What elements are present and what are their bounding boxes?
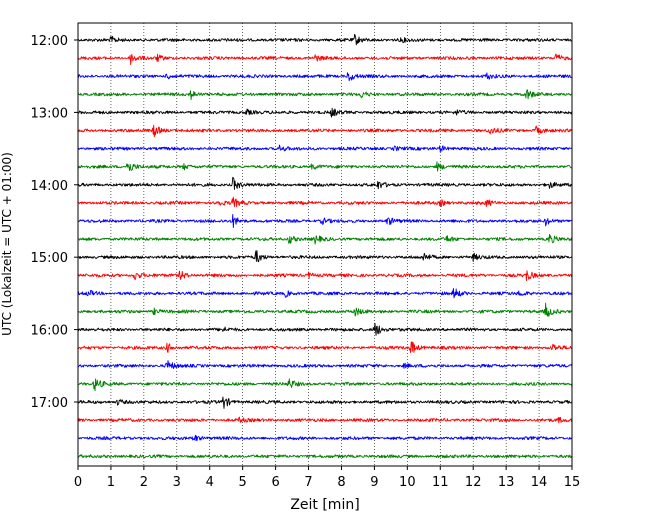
seismic-trace (77, 454, 573, 459)
x-tick-label: 1 (107, 475, 115, 490)
seismic-trace (77, 53, 573, 66)
plot-frame (77, 22, 573, 467)
y-tick-label: 14:00 (31, 179, 68, 194)
y-tick-label: 12:00 (31, 34, 68, 49)
seismic-trace (77, 302, 573, 317)
x-tick-label: 7 (304, 475, 312, 490)
x-tick-label: 2 (140, 475, 148, 490)
seismic-trace (77, 161, 573, 172)
x-tick-label: 4 (206, 475, 214, 490)
x-tick-label: 3 (173, 475, 181, 490)
seismic-trace (77, 144, 573, 153)
seismic-trace (77, 196, 573, 208)
x-tick-label: 9 (370, 475, 378, 490)
seismic-trace (77, 287, 573, 299)
seismic-trace (77, 234, 573, 245)
seismic-trace (77, 176, 573, 190)
seismic-trace (77, 72, 573, 82)
x-tick-label: 0 (74, 475, 82, 490)
seismic-trace (77, 378, 573, 392)
x-tick-label: 14 (531, 475, 548, 490)
seismic-trace (77, 124, 573, 138)
x-tick-label: 10 (399, 475, 416, 490)
y-tick-label: 16:00 (31, 324, 68, 339)
vertical-gridlines (110, 23, 540, 466)
x-tick-label: 12 (465, 475, 482, 490)
seismic-trace (77, 33, 573, 46)
seismic-trace (77, 250, 573, 263)
x-tick-label: 6 (271, 475, 279, 490)
seismic-trace (77, 416, 573, 424)
seismic-trace (77, 341, 573, 354)
x-tick-label: 8 (337, 475, 345, 490)
seismic-trace (77, 434, 573, 442)
trace-group (77, 33, 573, 459)
seismic-trace (77, 360, 573, 369)
seismic-trace (77, 107, 573, 118)
x-tick-label: 15 (564, 475, 581, 490)
y-tick-label: 15:00 (31, 251, 68, 266)
y-tick-label: 17:00 (31, 396, 68, 411)
seismic-trace (77, 322, 573, 336)
seismic-trace (77, 213, 573, 229)
y-axis-ticks: 12:00 13:00 14:00 15:00 16:00 17:00 (31, 34, 78, 411)
y-axis-label: UTC (Lokalzeit = UTC + 01:00) (0, 152, 14, 336)
seismic-trace (77, 89, 573, 100)
seismic-trace (77, 396, 573, 409)
x-axis-label: Zeit [min] (290, 497, 359, 513)
x-axis-ticks: 0 1 2 3 4 5 6 7 8 9 10 11 12 13 14 15 (74, 466, 580, 490)
x-tick-label: 5 (239, 475, 247, 490)
x-tick-label: 11 (432, 475, 449, 490)
x-tick-label: 13 (498, 475, 515, 490)
y-tick-label: 13:00 (31, 106, 68, 121)
seismic-trace (77, 270, 573, 282)
